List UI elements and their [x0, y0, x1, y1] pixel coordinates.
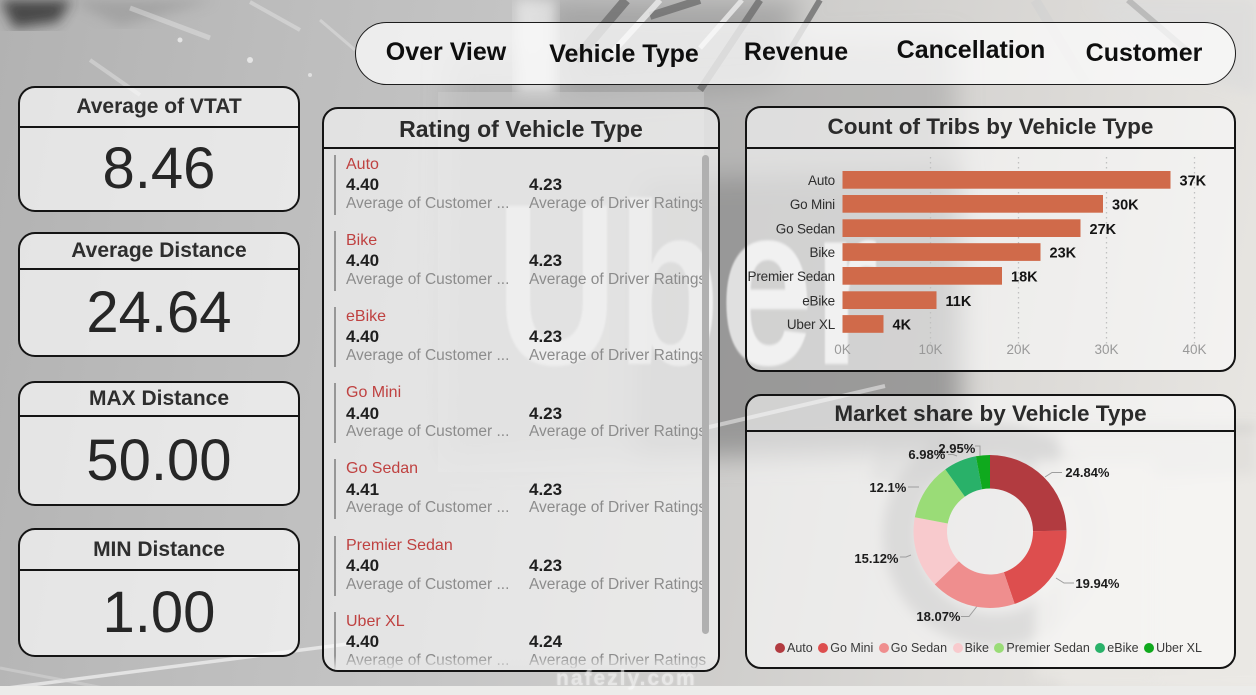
svg-text:11K: 11K	[946, 294, 972, 310]
svg-text:Uber XL: Uber XL	[787, 317, 836, 332]
svg-text:Auto: Auto	[808, 173, 835, 188]
svg-text:30K: 30K	[1112, 198, 1139, 214]
svg-text:Bike: Bike	[810, 246, 835, 261]
svg-text:eBike: eBike	[803, 294, 836, 309]
svg-text:Go Mini: Go Mini	[790, 197, 835, 212]
svg-text:18K: 18K	[1011, 270, 1038, 286]
svg-text:40K: 40K	[1183, 342, 1207, 357]
svg-text:20K: 20K	[1007, 342, 1031, 357]
svg-text:10K: 10K	[919, 342, 943, 357]
svg-text:Go Sedan: Go Sedan	[776, 222, 835, 237]
svg-text:27K: 27K	[1090, 222, 1117, 238]
svg-text:4K: 4K	[893, 318, 912, 334]
svg-text:30K: 30K	[1095, 342, 1119, 357]
svg-text:37K: 37K	[1180, 174, 1207, 190]
svg-text:0K: 0K	[835, 342, 852, 357]
svg-text:Premier Sedan: Premier Sedan	[748, 269, 835, 284]
svg-text:23K: 23K	[1050, 246, 1077, 262]
